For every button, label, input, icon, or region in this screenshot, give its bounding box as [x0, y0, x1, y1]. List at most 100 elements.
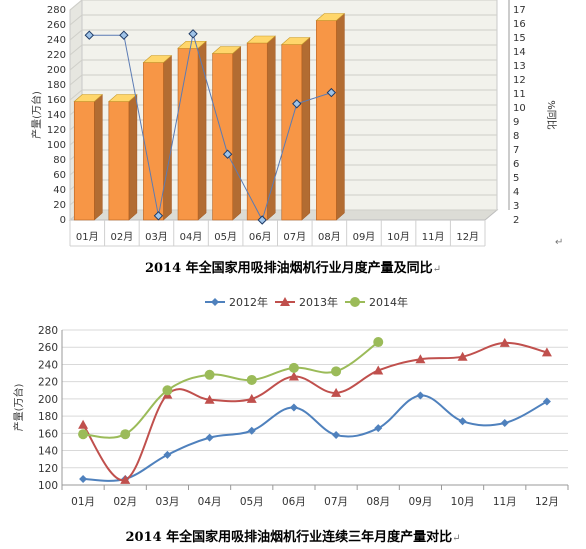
data-point	[331, 387, 342, 397]
bar-top	[211, 46, 242, 54]
y2-tick-label: 6	[513, 159, 519, 170]
y2-tick-label: 12	[513, 75, 526, 86]
data-point	[79, 474, 88, 483]
data-point	[457, 351, 468, 361]
data-point	[373, 337, 384, 348]
y2-tick-label: 5	[513, 173, 519, 184]
yoy-point	[84, 30, 94, 40]
y2-tick-label: 15	[513, 33, 526, 44]
y-tick-label: 220	[38, 377, 58, 389]
bar-side	[232, 45, 241, 221]
data-point	[246, 374, 257, 385]
bar-side	[197, 40, 207, 221]
yoy-point	[222, 149, 233, 159]
y-tick-label: 260	[47, 20, 66, 31]
x-tick-label: 05月	[240, 496, 264, 508]
y2-tick-label: 16	[513, 19, 526, 30]
legend-label: 2013年	[299, 295, 338, 309]
gridline	[69, 89, 497, 101]
y2-tick-label: 4	[513, 187, 519, 198]
x-tick-label: 06月	[282, 496, 306, 508]
y-tick-label: 80	[53, 155, 66, 166]
chart1-caption-text: 2014 年全国家用吸排油烟机行业月度产量及同比	[144, 261, 433, 276]
chart2-caption: 2014 年全国家用吸排油烟机行业连续三年月度产量对比↵	[0, 526, 586, 545]
chart-production-yoy: 0204060801001201401601802002202402602802…	[30, 0, 557, 247]
x-tick-label: 01月	[71, 496, 95, 508]
x-tick-label: 10月	[387, 231, 410, 243]
yoy-point	[257, 215, 267, 225]
data-point	[204, 369, 215, 380]
legend-label: 2014年	[369, 295, 408, 309]
data-point	[162, 385, 173, 396]
bar-top	[142, 55, 173, 63]
y2-tick-label: 11	[513, 89, 526, 100]
x-tick-label: 02月	[113, 496, 137, 508]
bar-top	[246, 35, 277, 44]
y-tick-label: 140	[47, 110, 66, 121]
data-point	[205, 433, 214, 442]
y-tick-label: 240	[47, 35, 66, 46]
y-tick-label: 200	[47, 65, 66, 76]
data-point	[246, 393, 257, 403]
x-tick-label: 04月	[180, 231, 203, 243]
x-tick-label: 08月	[318, 231, 341, 243]
bar	[246, 42, 268, 221]
y-tick-label: 160	[38, 428, 58, 440]
x-tick-label: 11月	[493, 496, 517, 508]
data-point	[458, 417, 467, 426]
x-tick-label: 12月	[456, 231, 479, 243]
y-tick-label: 0	[60, 215, 66, 226]
data-point	[416, 391, 425, 400]
x-tick-label: 07月	[283, 231, 306, 243]
data-point	[120, 474, 131, 484]
y-tick-label: 180	[47, 80, 66, 91]
return-mark: ↵	[555, 237, 564, 248]
y-tick-label: 20	[53, 200, 66, 211]
y-tick-label: 180	[38, 411, 58, 423]
y-axis-title: 产量(万台)	[12, 384, 25, 432]
gridline	[69, 14, 497, 26]
yoy-point	[153, 211, 164, 221]
x-tick-label: 09月	[353, 231, 376, 243]
x-tick-label: 07月	[324, 496, 348, 508]
x-tick-label: 01月	[76, 231, 99, 243]
bar	[108, 101, 130, 221]
x-tick-label: 08月	[366, 496, 390, 508]
y-tick-label: 60	[53, 170, 66, 181]
data-point	[500, 419, 509, 427]
y2-tick-label: 9	[513, 117, 519, 128]
bar-top	[315, 13, 346, 21]
gridline	[69, 74, 497, 86]
gridline	[69, 59, 497, 71]
y2-tick-label: 10	[513, 103, 526, 114]
y-tick-label: 160	[47, 95, 66, 106]
y-tick-label: 120	[47, 125, 66, 136]
y-tick-label: 200	[38, 394, 58, 406]
data-point	[288, 371, 299, 381]
bar	[73, 101, 95, 221]
yoy-point	[292, 99, 302, 109]
data-point	[415, 354, 426, 364]
bar-top	[73, 94, 104, 102]
x-tick-label: 03月	[145, 231, 168, 243]
bar-top	[177, 40, 207, 49]
yoy-point	[188, 29, 198, 39]
y2-axis-title: %同比	[545, 100, 557, 130]
data-point	[542, 397, 551, 406]
y-tick-label: 240	[38, 359, 58, 371]
bar-top	[280, 37, 311, 45]
y-tick-label: 280	[38, 325, 58, 337]
x-tick-label: 12月	[535, 496, 559, 508]
bar-side	[128, 93, 138, 221]
plot-area	[62, 330, 568, 485]
y2-tick-label: 14	[513, 47, 526, 58]
x-tick-label: 11月	[422, 231, 445, 243]
x-tick-label: 03月	[155, 496, 179, 508]
y-axis-title: 产量(万台)	[30, 91, 43, 139]
chart2-caption-mark: ↵	[452, 533, 461, 544]
data-point	[288, 362, 299, 373]
y-tick-label: 120	[38, 463, 58, 475]
chart1-caption: 2014 年全国家用吸排油烟机行业月度产量及同比↵	[0, 257, 586, 276]
legend-marker	[211, 298, 219, 306]
gridline	[69, 0, 497, 11]
